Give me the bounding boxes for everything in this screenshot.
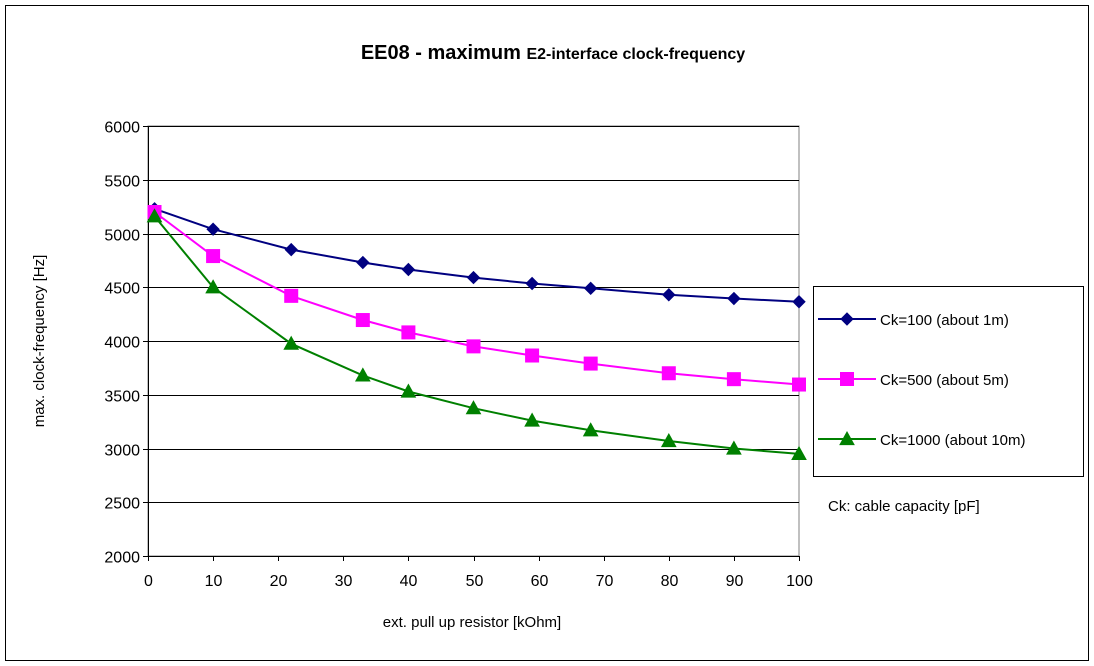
legend-marker bbox=[839, 430, 855, 446]
data-point bbox=[583, 281, 598, 296]
y-tick-label: 5000 bbox=[104, 228, 140, 245]
chart-title-sub: E2-interface clock-frequency bbox=[526, 46, 745, 63]
data-point bbox=[466, 339, 481, 354]
data-point bbox=[356, 255, 370, 270]
x-tick-label: 100 bbox=[786, 573, 813, 590]
data-point bbox=[401, 262, 416, 277]
legend-item-2: Ck=500 (about 5m) bbox=[818, 372, 1009, 389]
y-tick-label: 3000 bbox=[104, 443, 140, 460]
x-tick-label: 50 bbox=[466, 573, 484, 590]
grid-lines bbox=[148, 126, 799, 557]
data-point bbox=[661, 366, 676, 381]
data-point bbox=[205, 279, 221, 294]
data-point bbox=[726, 372, 741, 387]
data-point bbox=[465, 400, 482, 415]
data-point bbox=[206, 222, 220, 236]
data-point bbox=[146, 208, 163, 223]
y-tick-label: 6000 bbox=[104, 120, 140, 137]
data-point bbox=[525, 348, 540, 363]
y-tick-label: 3500 bbox=[104, 389, 140, 406]
data-point bbox=[284, 288, 299, 303]
data-point bbox=[792, 377, 806, 392]
legend-label: Ck=1000 (about 10m) bbox=[880, 432, 1026, 449]
x-tick-label: 80 bbox=[661, 573, 679, 590]
y-tick-label: 2500 bbox=[104, 496, 140, 513]
legend-item-3: Ck=1000 (about 10m) bbox=[818, 430, 1026, 449]
chart-title: EE08 - maximum E2-interface clock-freque… bbox=[361, 42, 745, 64]
x-tick-label: 60 bbox=[531, 573, 549, 590]
data-point bbox=[792, 295, 806, 309]
legend-items: Ck=100 (about 1m) Ck=500 (about 5m) Ck=100… bbox=[818, 312, 1026, 449]
series-group bbox=[146, 202, 807, 460]
y-tick-label: 4000 bbox=[104, 335, 140, 352]
data-point bbox=[726, 440, 742, 455]
data-point bbox=[583, 356, 598, 371]
data-point bbox=[284, 242, 298, 257]
data-point bbox=[354, 367, 371, 382]
data-point bbox=[206, 249, 221, 264]
legend: Ck=100 (about 1m) Ck=500 (about 5m) Ck=100… bbox=[813, 286, 1084, 477]
data-point bbox=[791, 445, 807, 460]
data-point bbox=[582, 422, 599, 437]
data-point bbox=[660, 432, 677, 448]
y-tick-label: 2000 bbox=[104, 550, 140, 567]
legend-marker bbox=[840, 372, 854, 386]
legend-marker bbox=[840, 312, 854, 326]
y-tick-label: 5500 bbox=[104, 174, 140, 191]
chart-title-main: EE08 - maximum bbox=[361, 42, 527, 64]
data-point bbox=[524, 412, 540, 427]
series-3 bbox=[146, 208, 807, 460]
data-point bbox=[355, 313, 370, 328]
data-point bbox=[401, 325, 416, 340]
x-tick-label: 90 bbox=[726, 573, 744, 590]
x-tick-label: 20 bbox=[270, 573, 288, 590]
axes: 2000 2500 3000 3500 4000 4500 5000 5500 6000 0 10 2… bbox=[104, 120, 813, 591]
y-tick-label: 4500 bbox=[104, 281, 140, 298]
data-point bbox=[525, 276, 539, 291]
x-axis-label: ext. pull up resistor [kOhm] bbox=[383, 614, 561, 631]
legend-item-1: Ck=100 (about 1m) bbox=[818, 312, 1009, 329]
x-tick-label: 0 bbox=[144, 573, 153, 590]
legend-label: Ck=100 (about 1m) bbox=[880, 312, 1009, 329]
x-tick-label: 70 bbox=[596, 573, 614, 590]
data-point bbox=[466, 270, 481, 285]
data-point bbox=[727, 291, 741, 306]
data-point bbox=[662, 288, 676, 302]
x-tick-label: 30 bbox=[335, 573, 353, 590]
data-point bbox=[283, 335, 300, 350]
legend-label: Ck=500 (about 5m) bbox=[880, 372, 1009, 389]
x-tick-label: 10 bbox=[205, 573, 223, 590]
x-tick-label: 40 bbox=[400, 573, 418, 590]
data-point bbox=[400, 383, 417, 398]
y-axis-label: max. clock-frequency [Hz] bbox=[31, 255, 48, 428]
cable-capacity-note: Ck: cable capacity [pF] bbox=[828, 498, 980, 515]
